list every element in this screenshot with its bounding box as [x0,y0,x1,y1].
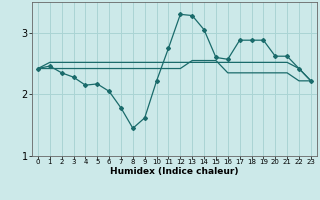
X-axis label: Humidex (Indice chaleur): Humidex (Indice chaleur) [110,167,239,176]
